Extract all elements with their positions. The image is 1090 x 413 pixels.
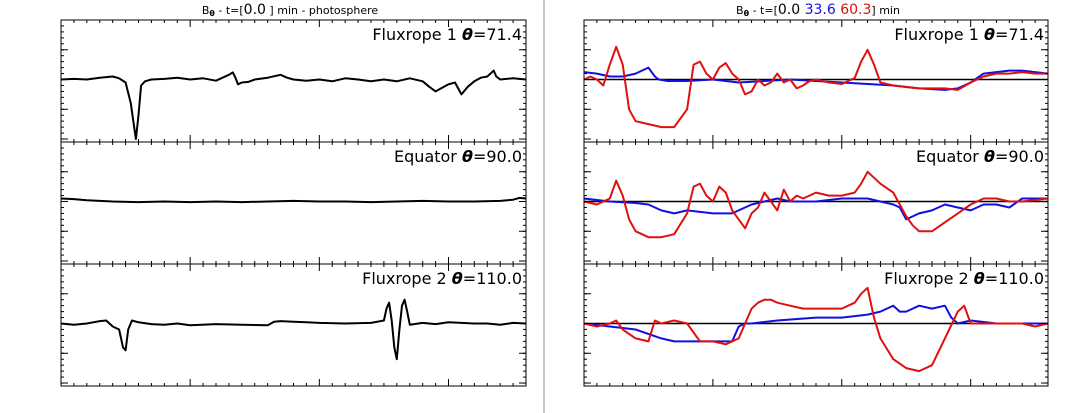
series-line — [583, 170, 1049, 239]
title-part: 0.0 — [778, 2, 800, 18]
subplot-label-name: Fluxrope 2 — [362, 269, 452, 288]
subplot-label: Equator θ=90.0 — [394, 147, 522, 166]
subplot-label-value: =71.4 — [995, 25, 1044, 44]
panel-title: Bθ - t=[0.0 33.6 60.3] min — [736, 2, 900, 18]
title-part: θ — [209, 9, 215, 18]
series-line — [583, 286, 1049, 373]
subplot-label-value: =71.4 — [473, 25, 522, 44]
subplot-label: Fluxrope 2 θ=110.0 — [884, 269, 1044, 288]
title-part: B — [202, 4, 210, 17]
subplot-3: Fluxrope 2 θ=110.0 — [583, 263, 1049, 387]
subplot-label-value: =110.0 — [463, 269, 522, 288]
title-part: - t=[ — [215, 4, 244, 17]
subplot-label-name: Fluxrope 2 — [884, 269, 974, 288]
theta-symbol: θ — [984, 25, 995, 44]
title-part: ] min — [871, 4, 900, 17]
series-line — [60, 298, 527, 361]
theta-symbol: θ — [452, 269, 463, 288]
panel-a: Bθ - t=[0.0 ] min - photosphere Fluxrope … — [60, 2, 527, 387]
subplot-label: Fluxrope 1 θ=71.4 — [894, 25, 1044, 44]
title-part: θ — [744, 9, 750, 18]
subplot-label: Fluxrope 2 θ=110.0 — [362, 269, 522, 288]
title-part: 0.0 — [244, 2, 266, 18]
subplot-label-name: Fluxrope 1 — [372, 25, 462, 44]
title-part: 33.6 — [800, 2, 836, 18]
subplot-label-value: =110.0 — [985, 269, 1044, 288]
series-line — [60, 196, 527, 204]
series-line — [583, 197, 1048, 221]
subplot-label-name: Equator — [916, 147, 984, 166]
theta-symbol: θ — [462, 147, 473, 166]
title-part: 60.3 — [836, 2, 872, 18]
theta-symbol: θ — [974, 269, 985, 288]
title-part: ] min - photosphere — [266, 4, 378, 17]
panel-title: Bθ - t=[0.0 ] min - photosphere — [202, 2, 379, 18]
subplot-label-name: Equator — [394, 147, 462, 166]
subplot-label-name: Fluxrope 1 — [894, 25, 984, 44]
subplot-label-value: =90.0 — [473, 147, 522, 166]
subplot-1: Fluxrope 1 θ=71.4 — [583, 19, 1049, 143]
subplot-1: Fluxrope 1 θ=71.4 — [60, 19, 527, 143]
series-line — [583, 66, 1049, 91]
theta-symbol: θ — [462, 25, 473, 44]
subplot-3: Fluxrope 2 θ=110.0 — [60, 263, 527, 387]
subplot-2: Equator θ=90.0 — [583, 141, 1049, 265]
theta-symbol: θ — [984, 147, 995, 166]
subplot-label: Equator θ=90.0 — [916, 147, 1044, 166]
series-line — [583, 45, 1048, 129]
subplot-label: Fluxrope 1 θ=71.4 — [372, 25, 522, 44]
subplot-2: Equator θ=90.0 — [60, 141, 527, 265]
subplot-label-value: =90.0 — [995, 147, 1044, 166]
title-part: B — [736, 4, 744, 17]
title-part: - t=[ — [749, 4, 778, 17]
series-line — [60, 69, 527, 140]
